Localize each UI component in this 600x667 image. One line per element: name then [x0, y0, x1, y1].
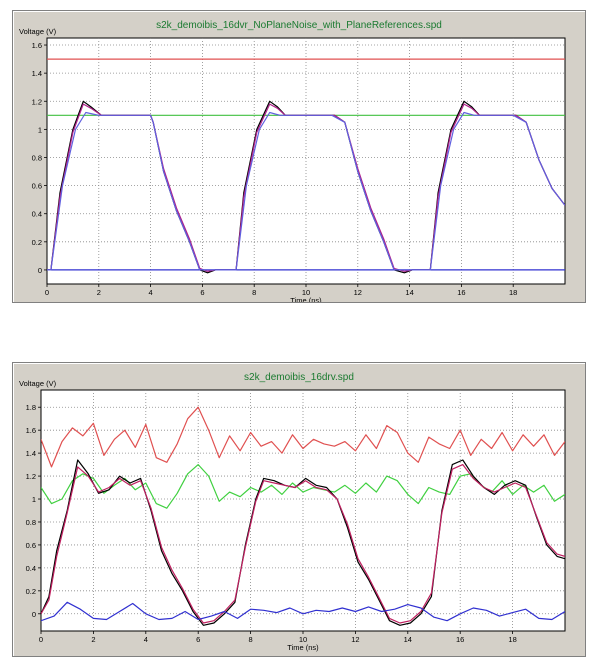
x-tick-label: 4 [144, 635, 148, 644]
y-tick-label: 1.6 [32, 41, 42, 50]
y-tick-label: 0 [38, 266, 42, 275]
y-tick-label: 1 [32, 495, 36, 504]
y-tick-label: 0.8 [32, 153, 42, 162]
x-tick-label: 14 [404, 635, 412, 644]
y-axis-label: Voltage (V) [19, 27, 57, 36]
y-tick-label: 0.4 [32, 210, 42, 219]
series-line [41, 463, 565, 624]
chart-title: s2k_demoibis_16drv.spd [244, 372, 354, 383]
x-tick-label: 0 [45, 288, 49, 297]
x-tick-label: 18 [508, 635, 516, 644]
y-tick-label: 1.8 [26, 403, 36, 412]
y-tick-label: 0 [32, 610, 36, 619]
chart-top-svg: s2k_demoibis_16dvr_NoPlaneNoise_with_Pla… [19, 20, 566, 302]
y-tick-label: 1 [38, 125, 42, 134]
y-tick-label: 1.2 [32, 97, 42, 106]
x-tick-label: 2 [97, 288, 101, 297]
x-tick-label: 4 [149, 288, 153, 297]
x-tick-label: 12 [354, 288, 362, 297]
x-tick-label: 18 [509, 288, 517, 297]
series-line [41, 601, 565, 622]
x-tick-label: 6 [200, 288, 204, 297]
x-axis-label: Time (ns) [287, 643, 319, 652]
x-tick-label: 12 [351, 635, 359, 644]
y-axis-label: Voltage (V) [19, 379, 57, 388]
y-tick-label: 1.4 [32, 69, 42, 78]
x-tick-label: 10 [299, 635, 307, 644]
y-tick-label: 1.2 [26, 472, 36, 481]
x-tick-label: 14 [405, 288, 413, 297]
chart-title: s2k_demoibis_16dvr_NoPlaneNoise_with_Pla… [156, 20, 442, 31]
y-tick-label: 0.8 [26, 518, 36, 527]
x-tick-label: 10 [302, 288, 310, 297]
x-tick-label: 6 [196, 635, 200, 644]
x-tick-label: 8 [249, 635, 253, 644]
series-line [41, 406, 565, 468]
y-tick-label: 0.2 [26, 587, 36, 596]
x-axis-label: Time (ns) [290, 296, 322, 302]
y-tick-label: 0.2 [32, 238, 42, 247]
x-tick-label: 2 [91, 635, 95, 644]
y-tick-label: 0.6 [26, 541, 36, 550]
y-tick-label: 1.4 [26, 449, 36, 458]
series-line [47, 111, 565, 271]
x-tick-label: 0 [39, 635, 43, 644]
chart-panel-top: s2k_demoibis_16dvr_NoPlaneNoise_with_Pla… [12, 10, 586, 303]
chart-panel-bottom: s2k_demoibis_16drv.spd Voltage (V) 0 2 4 6 8 10… [12, 362, 586, 657]
y-tick-label: 0.6 [32, 182, 42, 191]
y-tick-label: 1.6 [26, 426, 36, 435]
x-tick-label: 8 [252, 288, 256, 297]
series-line [41, 459, 565, 626]
x-tick-label: 16 [456, 635, 464, 644]
x-tick-label: 16 [457, 288, 465, 297]
y-tick-label: 0.4 [26, 564, 36, 573]
